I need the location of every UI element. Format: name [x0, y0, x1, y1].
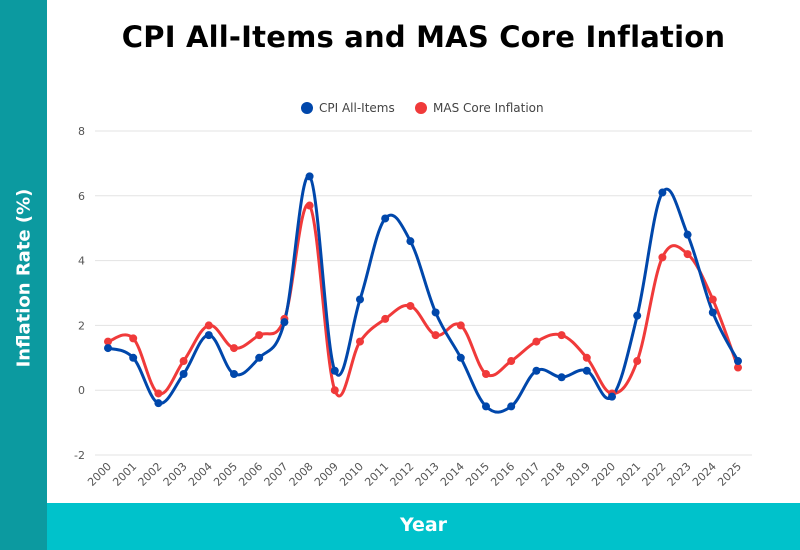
data-point-cpi-all-items[interactable]	[104, 344, 112, 353]
series-points	[104, 172, 742, 411]
x-tick-label: 2012	[388, 460, 417, 489]
x-tick-label: 2015	[463, 460, 492, 489]
data-point-cpi-all-items[interactable]	[230, 370, 238, 378]
data-point-cpi-all-items[interactable]	[708, 308, 717, 317]
data-point-cpi-all-items[interactable]	[683, 230, 692, 239]
x-tick-label: 2016	[488, 460, 517, 489]
x-tick-label: 2014	[438, 460, 467, 489]
data-point-cpi-all-items[interactable]	[456, 353, 465, 362]
legend-marker	[415, 102, 427, 114]
data-point-cpi-all-items[interactable]	[482, 402, 490, 411]
x-tick-label: 2003	[161, 460, 190, 489]
x-tick-label: 2000	[85, 460, 114, 489]
data-point-cpi-all-items[interactable]	[608, 392, 616, 401]
data-point-mas-core-inflation[interactable]	[734, 363, 742, 372]
data-point-cpi-all-items[interactable]	[633, 311, 642, 320]
data-point-mas-core-inflation[interactable]	[104, 337, 112, 346]
data-point-mas-core-inflation[interactable]	[381, 314, 390, 323]
data-point-mas-core-inflation[interactable]	[179, 357, 188, 366]
data-point-cpi-all-items[interactable]	[179, 370, 188, 378]
data-point-mas-core-inflation[interactable]	[507, 357, 516, 366]
data-point-mas-core-inflation[interactable]	[154, 389, 163, 398]
y-tick-labels: -2 0 2 4 6 8	[74, 125, 85, 462]
x-axis-label: Year	[399, 514, 448, 536]
data-point-mas-core-inflation[interactable]	[708, 295, 717, 304]
legend-marker	[301, 102, 313, 114]
y-tick-label: -2	[74, 449, 85, 462]
y-tick-label: 4	[78, 255, 85, 268]
data-point-mas-core-inflation[interactable]	[255, 331, 264, 340]
x-tick-label: 2021	[614, 460, 643, 489]
x-tick-label: 2009	[312, 460, 341, 489]
legend: CPI All-Items MAS Core Inflation	[301, 101, 544, 115]
y-tick-label: 6	[78, 190, 85, 203]
x-tick-label: 2005	[211, 460, 240, 489]
data-point-mas-core-inflation[interactable]	[532, 337, 541, 346]
x-tick-label: 2020	[589, 460, 618, 489]
data-point-cpi-all-items[interactable]	[381, 214, 390, 223]
x-tick-label: 2002	[136, 460, 165, 489]
data-point-mas-core-inflation[interactable]	[230, 344, 238, 353]
data-point-mas-core-inflation[interactable]	[582, 353, 591, 362]
data-point-cpi-all-items[interactable]	[280, 318, 289, 327]
data-point-mas-core-inflation[interactable]	[557, 331, 566, 340]
data-point-mas-core-inflation[interactable]	[482, 370, 490, 378]
data-point-mas-core-inflation[interactable]	[330, 386, 339, 395]
data-point-mas-core-inflation[interactable]	[431, 331, 440, 340]
x-tick-label: 2017	[514, 460, 543, 489]
gridlines	[95, 130, 752, 456]
series-line-cpi-all-items	[106, 174, 740, 414]
x-tick-label: 2004	[186, 460, 215, 489]
data-point-cpi-all-items[interactable]	[356, 295, 364, 304]
data-point-mas-core-inflation[interactable]	[456, 321, 465, 330]
legend-label[interactable]: MAS Core Inflation	[433, 101, 544, 115]
data-point-mas-core-inflation[interactable]	[356, 337, 364, 346]
data-point-cpi-all-items[interactable]	[431, 308, 440, 317]
bottom-band	[47, 503, 800, 550]
data-point-cpi-all-items[interactable]	[734, 357, 742, 366]
data-point-mas-core-inflation[interactable]	[406, 301, 415, 310]
legend-label[interactable]: CPI All-Items	[319, 101, 395, 115]
data-point-mas-core-inflation[interactable]	[658, 253, 667, 262]
x-tick-labels: 2000200120022003200420052006200720082009…	[85, 460, 744, 489]
data-point-cpi-all-items[interactable]	[154, 399, 163, 408]
x-tick-label: 2001	[110, 460, 139, 489]
x-tick-label: 2022	[640, 460, 669, 489]
data-point-cpi-all-items[interactable]	[129, 353, 138, 362]
y-tick-label: 8	[78, 125, 85, 138]
x-tick-label: 2011	[362, 460, 391, 489]
x-tick-label: 2006	[236, 460, 265, 489]
data-point-mas-core-inflation[interactable]	[204, 321, 213, 330]
y-tick-label: 0	[78, 384, 85, 397]
y-tick-label: 2	[78, 319, 85, 332]
x-tick-label: 2023	[665, 460, 694, 489]
data-point-mas-core-inflation[interactable]	[683, 250, 692, 259]
data-point-mas-core-inflation[interactable]	[305, 201, 314, 210]
data-point-cpi-all-items[interactable]	[582, 366, 591, 375]
x-tick-label: 2010	[337, 460, 366, 489]
data-point-cpi-all-items[interactable]	[330, 366, 339, 375]
x-tick-label: 2024	[690, 460, 719, 489]
x-tick-label: 2008	[287, 460, 316, 489]
data-point-cpi-all-items[interactable]	[532, 366, 541, 375]
data-point-cpi-all-items[interactable]	[204, 331, 213, 340]
x-tick-label: 2018	[539, 460, 568, 489]
data-point-cpi-all-items[interactable]	[507, 402, 516, 411]
data-point-cpi-all-items[interactable]	[255, 353, 264, 362]
left-band	[0, 0, 47, 550]
data-point-cpi-all-items[interactable]	[305, 172, 314, 181]
x-tick-label: 2025	[715, 460, 744, 489]
data-point-mas-core-inflation[interactable]	[633, 357, 642, 366]
data-point-cpi-all-items[interactable]	[406, 237, 415, 246]
data-point-mas-core-inflation[interactable]	[129, 334, 138, 343]
x-tick-label: 2007	[262, 460, 291, 489]
series-line-mas-core-inflation	[106, 203, 740, 398]
data-point-cpi-all-items[interactable]	[658, 188, 667, 197]
x-tick-label: 2013	[413, 460, 442, 489]
x-tick-label: 2019	[564, 460, 593, 489]
chart-title: CPI All-Items and MAS Core Inflation	[121, 20, 726, 54]
series-lines	[106, 174, 740, 414]
data-point-cpi-all-items[interactable]	[557, 373, 566, 382]
